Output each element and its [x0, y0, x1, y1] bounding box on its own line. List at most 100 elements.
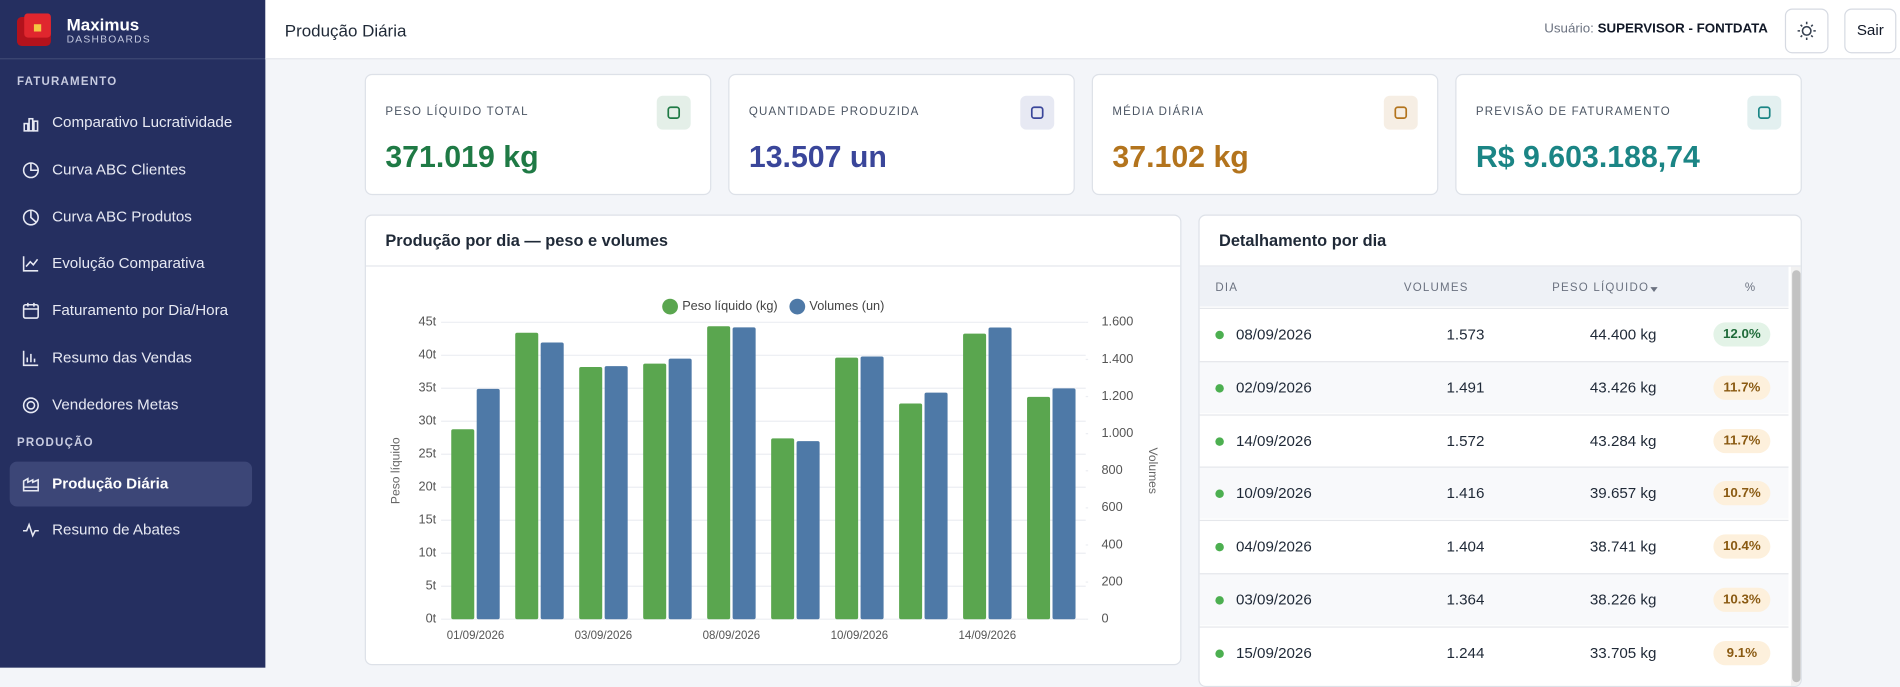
- scrollbar-thumb[interactable]: [1792, 270, 1801, 683]
- nav-label: Vendedores Metas: [52, 395, 179, 413]
- date-cell: 15/09/2026: [1235, 644, 1312, 662]
- nav-icon: [22, 303, 39, 320]
- sun-icon: [1797, 21, 1816, 40]
- nav-item[interactable]: Evolução Comparativa: [10, 242, 252, 287]
- bar: [860, 356, 884, 620]
- y-tick-label: 40t: [419, 347, 437, 362]
- bar: [1027, 396, 1051, 620]
- kpi-icon: [656, 95, 691, 130]
- chart-card: Produção por dia — peso e volumes 0t 5t 10…: [364, 214, 1182, 666]
- y-tick-label: 10t: [419, 545, 437, 560]
- percent-badge: 9.1%: [1713, 640, 1771, 665]
- bar: [899, 403, 923, 620]
- nav-icon: [22, 476, 39, 492]
- x-tick-label: 10/09/2026: [831, 630, 889, 642]
- status-dot: [1215, 596, 1224, 605]
- nav-label: Resumo das Vendas: [52, 348, 192, 366]
- y-tick-label: 30t: [419, 413, 437, 428]
- chart: 0t 5t 10t 15t 20t 25t 30t 35t 40t 45t 0 200 400 600 80…: [388, 298, 1160, 642]
- nav-item[interactable]: Resumo das Vendas: [10, 336, 252, 381]
- y-tick-label: 5t: [426, 578, 437, 593]
- table-header: [1199, 266, 1789, 307]
- icon-part: [26, 400, 36, 410]
- column-header: %: [1744, 281, 1757, 295]
- sidebar: Maximus DASHBOARDS FATURAMENTO Comparativ…: [0, 0, 266, 668]
- weight-cell: 44.400 kg: [1589, 325, 1657, 343]
- y-axis-title: Peso líquido: [388, 437, 402, 504]
- logout-button[interactable]: Sair: [1844, 8, 1897, 54]
- y2-tick-label: 1.200: [1101, 388, 1133, 403]
- nav-item[interactable]: Resumo de Abates: [10, 508, 252, 553]
- kpi-value: 37.102 kg: [1112, 140, 1249, 175]
- status-dot: [1215, 330, 1224, 340]
- volume-cell: 1.491: [1446, 379, 1485, 396]
- y2-tick-label: 200: [1101, 573, 1122, 588]
- theme-button[interactable]: [1784, 8, 1829, 54]
- y-tick-label: 25t: [419, 446, 437, 461]
- kpi-value: R$ 9.603.188,74: [1475, 140, 1700, 175]
- weight-cell: 38.741 kg: [1589, 538, 1657, 556]
- weight-cell: 33.705 kg: [1589, 644, 1657, 662]
- status-dot: [1215, 490, 1224, 499]
- nav-item[interactable]: Produção Diária: [9, 461, 253, 507]
- y2-tick-label: 800: [1101, 462, 1122, 477]
- glyph-part: [667, 106, 681, 119]
- kpi-card: PESO LÍQUIDO TOTAL 371.019 kg: [364, 73, 712, 196]
- x-tick-label: 01/09/2026: [447, 630, 505, 642]
- user-label: Usuário:: [1544, 21, 1594, 37]
- nav-icon: [22, 256, 39, 273]
- x-tick-label: 08/09/2026: [703, 630, 761, 642]
- nav-label: Curva ABC Clientes: [52, 160, 186, 178]
- nav-label: Evolução Comparativa: [52, 254, 205, 272]
- legend-swatch: [789, 298, 806, 315]
- table-row: 04/09/2026 1.404 38.741 kg 10.4%: [1199, 520, 1789, 572]
- kpi-card: QUANTIDADE PRODUZIDA 13.507 un: [728, 73, 1075, 196]
- icon-part: [30, 209, 37, 223]
- nav-item[interactable]: Comparativo Lucratividade: [10, 101, 252, 146]
- date-cell: 08/09/2026: [1235, 325, 1312, 343]
- kpi-label: PREVISÃO DE FATURAMENTO: [1475, 105, 1671, 119]
- bar: [796, 441, 820, 620]
- y2-tick-label: 1.400: [1101, 351, 1133, 366]
- bar: [515, 332, 539, 620]
- date-cell: 03/09/2026: [1235, 591, 1312, 609]
- nav-icon: [22, 350, 39, 367]
- kpi-glyph: [1757, 106, 1771, 119]
- nav-label: Faturamento por Dia/Hora: [52, 301, 229, 319]
- nav-label: Curva ABC Produtos: [52, 207, 192, 225]
- divider: [365, 265, 1181, 267]
- volume-cell: 1.364: [1446, 591, 1485, 609]
- divider: [1199, 265, 1801, 267]
- bar: [988, 327, 1012, 620]
- header: Produção Diária Usuário: SUPERVISOR - FO…: [265, 0, 1900, 60]
- icon-part: [23, 303, 39, 311]
- icon-part: [30, 162, 39, 171]
- nav-item[interactable]: Faturamento por Dia/Hora: [10, 289, 252, 334]
- date-cell: 10/09/2026: [1235, 485, 1312, 503]
- kpi-value: 371.019 kg: [385, 140, 539, 175]
- nav-icon: [22, 161, 39, 179]
- icon-part: [22, 350, 39, 367]
- nav-item[interactable]: Curva ABC Produtos: [10, 195, 252, 240]
- nav-icon: [23, 522, 39, 539]
- column-header: PESO LÍQUIDO: [1552, 281, 1650, 295]
- percent-badge: 10.4%: [1713, 534, 1771, 559]
- y2-tick-label: 1.600: [1101, 314, 1133, 329]
- table-title: Detalhamento por dia: [1219, 231, 1387, 250]
- section-title: PRODUÇÃO: [16, 435, 94, 450]
- page-title: Produção Diária: [284, 20, 407, 40]
- kpi-glyph: [1394, 106, 1408, 119]
- bar: [643, 363, 667, 620]
- weight-cell: 38.226 kg: [1589, 591, 1657, 609]
- percent-badge: 11.7%: [1713, 428, 1771, 453]
- volume-cell: 1.416: [1446, 485, 1485, 503]
- table-row: 08/09/2026 1.573 44.400 kg 12.0%: [1199, 307, 1789, 360]
- kpi-label: MÉDIA DIÁRIA: [1112, 105, 1205, 119]
- table-row: 15/09/2026 1.244 33.705 kg 9.1%: [1199, 626, 1789, 678]
- nav-item[interactable]: Curva ABC Clientes: [10, 148, 252, 193]
- nav-item[interactable]: Vendedores Metas: [10, 383, 252, 428]
- icon-part: [22, 476, 39, 492]
- bar: [451, 429, 475, 620]
- sort-arrow: [1650, 287, 1658, 293]
